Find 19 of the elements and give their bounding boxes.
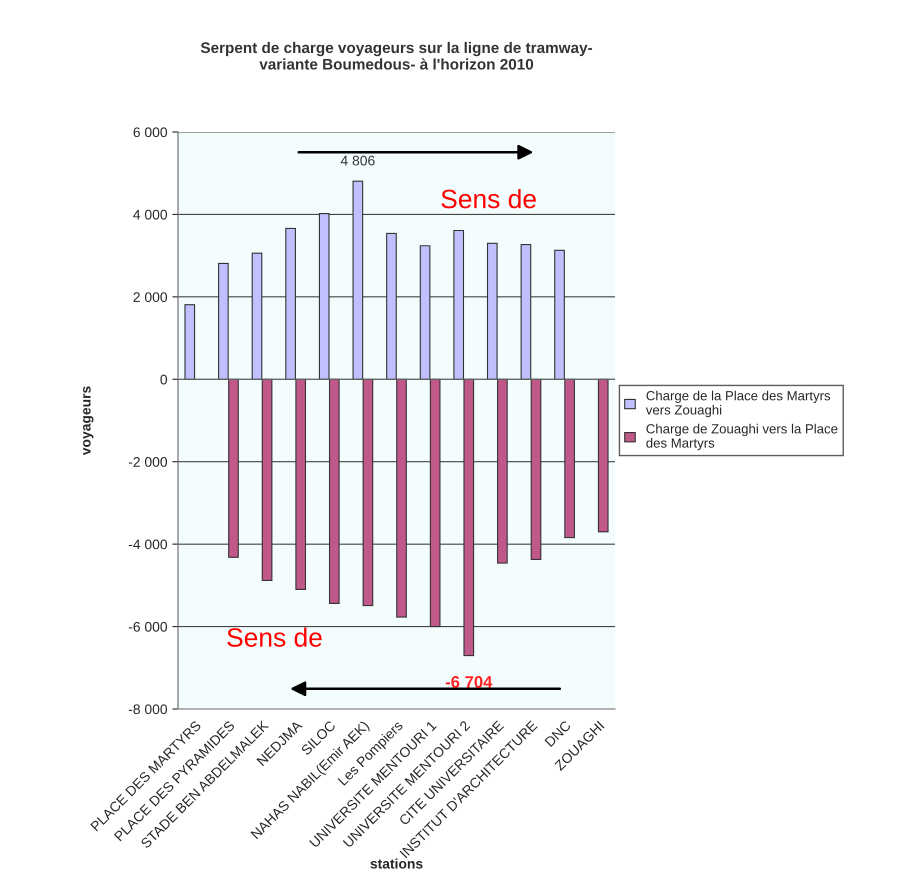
y-tick-label: -6 000: [128, 622, 168, 632]
annotation: Sens de: [441, 188, 536, 208]
y-tick-label: 0: [160, 374, 168, 384]
y-axis-title: voyageurs: [83, 386, 94, 456]
y-tick-label: -4 000: [128, 539, 168, 550]
bar: [184, 304, 196, 380]
data-label: 4 806: [340, 156, 375, 166]
y-tick-label: 6 000: [134, 127, 168, 138]
y-tick-label: 2 000: [134, 292, 168, 302]
y-tick-label: -8 000: [128, 704, 168, 714]
y-tick-label: 4 000: [133, 210, 168, 220]
data-label: -6 704: [446, 676, 492, 688]
y-tick-label: -2 000: [128, 457, 168, 467]
legend-label: Charge de Zouaghi vers la Place des Martyrs: [646, 424, 838, 450]
legend-label: Charge de la Place des Martyrs vers Zouaghi: [646, 390, 830, 418]
annotation: Sens de: [227, 627, 322, 647]
chart-title: Serpent de charge voyageurs sur la ligne de tramway- variante Boumedous- à l'horizon 2010: [200, 42, 592, 70]
bar: [598, 378, 609, 532]
x-axis-title: stations: [370, 858, 423, 869]
